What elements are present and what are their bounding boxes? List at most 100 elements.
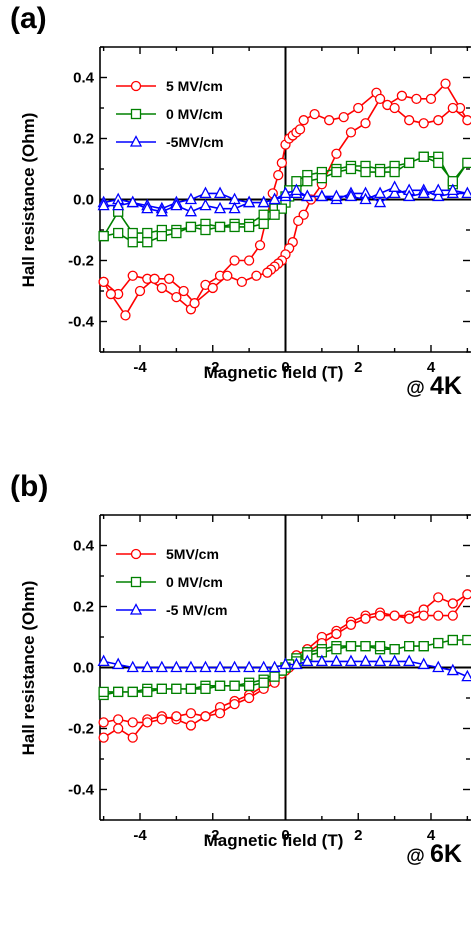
series-triangle — [97, 180, 471, 217]
data-point — [112, 198, 125, 211]
x-tick-label: 0 — [281, 827, 289, 844]
data-point — [301, 654, 314, 667]
data-point — [360, 641, 371, 652]
data-point — [243, 255, 255, 266]
data-point — [98, 732, 109, 743]
x-tick-label: 4 — [427, 359, 436, 376]
data-point — [360, 166, 371, 178]
data-point — [213, 660, 227, 673]
data-point — [113, 686, 124, 698]
data-point — [185, 683, 197, 694]
legend: 5 MV/cm 0 MV/cm -5MV/cm — [116, 78, 224, 150]
x-tick-label: -2 — [206, 827, 219, 844]
data-point — [105, 288, 117, 300]
temperature-prefix: @ — [406, 846, 430, 867]
data-point — [251, 270, 262, 281]
data-point — [97, 654, 110, 667]
data-point — [373, 186, 387, 199]
data-point — [127, 237, 138, 248]
legend-label: -5MV/cm — [166, 134, 224, 150]
data-point — [353, 102, 364, 114]
x-tick-label: 2 — [354, 359, 362, 376]
data-point — [411, 93, 422, 104]
data-point — [141, 660, 154, 673]
series-circle — [98, 589, 471, 743]
data-point — [269, 671, 280, 682]
data-point — [113, 723, 124, 734]
data-point — [418, 610, 429, 621]
data-point — [142, 237, 153, 248]
data-point — [389, 166, 400, 178]
data-point — [127, 732, 138, 743]
data-point — [440, 78, 451, 89]
temperature-annotation: @ 6K — [406, 840, 462, 868]
data-point — [446, 183, 459, 196]
data-point — [189, 298, 200, 309]
data-point — [374, 610, 386, 621]
series-circle — [98, 78, 471, 321]
data-point — [243, 692, 255, 704]
data-point — [98, 230, 109, 242]
data-point — [290, 183, 303, 196]
data-point — [199, 660, 212, 673]
data-point — [97, 198, 110, 211]
data-point — [273, 169, 284, 181]
data-point — [156, 282, 167, 294]
legend-marker-circle — [130, 80, 142, 92]
data-point — [293, 215, 304, 227]
y-tick-label: 0.0 — [73, 192, 94, 209]
data-point — [113, 714, 124, 725]
data-point — [243, 680, 255, 691]
data-point — [425, 93, 437, 104]
data-point — [461, 186, 471, 199]
data-point — [184, 192, 198, 205]
data-point — [344, 189, 358, 202]
data-point — [331, 628, 342, 640]
data-point — [171, 291, 182, 303]
data-point — [170, 660, 183, 673]
data-point — [243, 221, 255, 233]
data-point — [403, 654, 416, 667]
temperature-value: 6K — [430, 840, 462, 868]
data-point — [127, 717, 138, 728]
data-point — [258, 677, 269, 688]
data-point — [315, 654, 328, 667]
data-point — [345, 163, 357, 175]
data-point — [447, 102, 458, 114]
data-point — [331, 166, 342, 178]
data-point — [120, 310, 131, 321]
data-point — [417, 186, 430, 199]
data-point — [163, 273, 175, 284]
data-point — [446, 663, 459, 676]
data-point — [142, 686, 153, 698]
data-point — [98, 276, 109, 288]
data-point — [301, 189, 314, 202]
data-point — [199, 198, 212, 211]
data-point — [254, 240, 266, 251]
data-point — [359, 192, 372, 205]
data-point — [184, 660, 198, 673]
data-point — [155, 660, 168, 673]
data-point — [345, 127, 357, 138]
data-point — [404, 641, 415, 652]
x-tick-label: 2 — [354, 827, 362, 844]
data-point — [418, 641, 429, 652]
data-point — [170, 198, 183, 211]
temperature-annotation: @ 4K — [406, 372, 462, 400]
data-point — [141, 201, 154, 214]
data-point — [462, 157, 471, 169]
data-point — [214, 708, 226, 719]
data-point — [461, 669, 471, 682]
data-point — [276, 157, 288, 169]
data-point — [199, 186, 212, 199]
legend-label: 0 MV/cm — [166, 106, 223, 122]
data-point — [359, 654, 372, 667]
panel-b-label: (b) — [10, 470, 49, 503]
data-point — [447, 634, 458, 646]
data-point — [404, 157, 415, 169]
data-point — [404, 613, 415, 624]
data-point — [323, 115, 335, 126]
y-tick-label: -0.2 — [68, 721, 94, 738]
data-point — [178, 285, 189, 297]
